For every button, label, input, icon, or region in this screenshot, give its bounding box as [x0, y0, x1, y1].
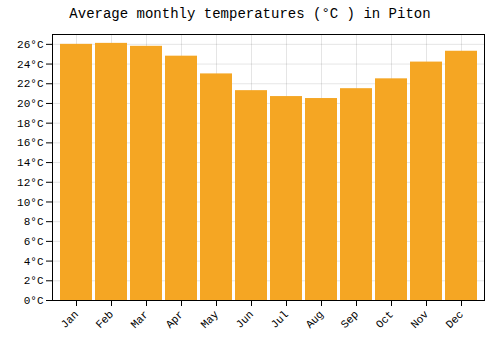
svg-text:May: May: [199, 308, 222, 331]
svg-text:Sep: Sep: [339, 308, 361, 330]
svg-text:Oct: Oct: [374, 308, 396, 330]
svg-text:22°C: 22°C: [17, 78, 44, 90]
svg-text:16°C: 16°C: [17, 137, 44, 149]
svg-text:Nov: Nov: [409, 308, 432, 331]
svg-text:4°C: 4°C: [24, 256, 44, 268]
svg-text:2°C: 2°C: [24, 275, 44, 287]
svg-text:18°C: 18°C: [17, 118, 44, 130]
svg-text:Apr: Apr: [164, 308, 186, 330]
svg-text:Mar: Mar: [129, 308, 151, 330]
svg-text:0°C: 0°C: [24, 295, 44, 307]
svg-text:14°C: 14°C: [17, 157, 44, 169]
svg-text:Dec: Dec: [444, 308, 466, 330]
svg-text:Jun: Jun: [234, 308, 256, 330]
html-text:Average monthly temperatures (: Average monthly temperatures (°C ) in Pi…: [69, 6, 431, 22]
svg-text:12°C: 12°C: [17, 177, 44, 189]
svg-text:20°C: 20°C: [17, 98, 44, 110]
svg-text:26°C: 26°C: [17, 39, 44, 51]
svg-text:24°C: 24°C: [17, 59, 44, 71]
svg-text:10°C: 10°C: [17, 197, 44, 209]
svg-text:Feb: Feb: [94, 308, 116, 330]
svg-text:6°C: 6°C: [24, 236, 44, 248]
svg-text:8°C: 8°C: [24, 216, 44, 228]
svg-text:Aug: Aug: [304, 308, 326, 330]
svg-text:Jul: Jul: [269, 308, 291, 330]
svg-text:Jan: Jan: [59, 308, 81, 330]
